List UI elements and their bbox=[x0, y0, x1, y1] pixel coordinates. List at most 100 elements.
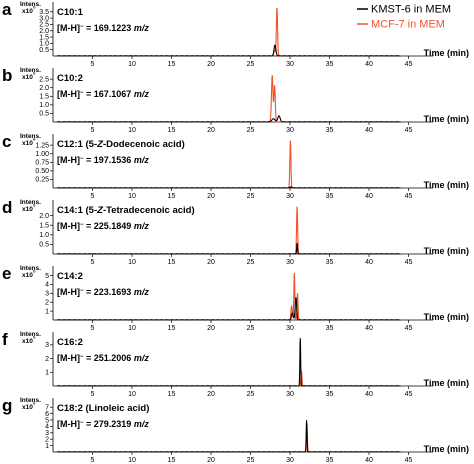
panel-letter: b bbox=[2, 66, 12, 85]
y-tick-label: 1.5 bbox=[39, 34, 49, 41]
x-tick-label: 45 bbox=[405, 193, 413, 200]
x-tick-label: 40 bbox=[365, 193, 373, 200]
y-tick-label: 0.25 bbox=[35, 177, 49, 184]
x-tick-label: 10 bbox=[128, 457, 136, 464]
x-axis-label: Time (min) bbox=[424, 378, 469, 388]
y-axis-label: Intens. bbox=[20, 1, 41, 8]
y-tick-label: 2.0 bbox=[39, 213, 49, 220]
y-tick-label: 3.0 bbox=[39, 15, 49, 22]
x-tick-label: 35 bbox=[326, 259, 334, 266]
y-tick-label: 1 bbox=[45, 308, 49, 315]
y-axis-scale: x10⁵ bbox=[22, 204, 36, 213]
x-tick-label: 25 bbox=[247, 457, 255, 464]
panel-letter: f bbox=[2, 330, 8, 349]
panel-letter: g bbox=[2, 396, 12, 415]
panel-letter: c bbox=[2, 132, 11, 151]
x-tick-label: 15 bbox=[168, 325, 176, 332]
y-tick-label: 3 bbox=[45, 291, 49, 298]
y-tick-label: 2 bbox=[45, 356, 49, 363]
x-tick-label: 45 bbox=[405, 391, 413, 398]
y-tick-label: 4 bbox=[45, 282, 49, 289]
x-tick-label: 40 bbox=[365, 457, 373, 464]
compound-name: C10:1 bbox=[57, 7, 84, 18]
x-tick-label: 5 bbox=[91, 457, 95, 464]
y-tick-label: 1.5 bbox=[39, 94, 49, 101]
series-line-kmst6 bbox=[56, 115, 401, 123]
y-axis-scale: x10⁵ bbox=[22, 402, 36, 411]
series-line-kmst6 bbox=[56, 420, 401, 453]
x-axis-label: Time (min) bbox=[424, 180, 469, 190]
x-tick-label: 40 bbox=[365, 325, 373, 332]
x-tick-label: 35 bbox=[326, 193, 334, 200]
panel-a: a Intens.x10⁵ 0.51.01.52.02.53.03.5 5 10 15 20… bbox=[2, 0, 469, 68]
mass-annotation: [M-H]− = 167.1067 m/z bbox=[57, 89, 149, 99]
x-tick-label: 35 bbox=[326, 457, 334, 464]
mass-annotation: [M-H]− = 279.2319 m/z bbox=[57, 419, 149, 429]
mass-annotation: [M-H]− = 169.1223 m/z bbox=[57, 23, 149, 33]
y-tick-label: 2 bbox=[45, 300, 49, 307]
compound-name: C14:1 (5-Z-Tetradecenoic acid) bbox=[57, 205, 195, 216]
y-tick-label: 7 bbox=[45, 405, 49, 412]
x-tick-label: 15 bbox=[168, 391, 176, 398]
series-line-kmst6 bbox=[56, 186, 401, 189]
x-tick-label: 25 bbox=[247, 259, 255, 266]
y-tick-label: 2.0 bbox=[39, 85, 49, 92]
x-tick-label: 40 bbox=[365, 127, 373, 134]
x-tick-label: 10 bbox=[128, 127, 136, 134]
x-tick-label: 5 bbox=[91, 325, 95, 332]
legend-label-mcf7: MCF-7 in MEM bbox=[371, 19, 445, 31]
x-tick-label: 40 bbox=[365, 259, 373, 266]
y-tick-label: 3 bbox=[45, 430, 49, 437]
y-tick-label: 2.5 bbox=[39, 22, 49, 29]
y-tick-label: 0.50 bbox=[35, 168, 49, 175]
series-line-kmst6 bbox=[56, 337, 401, 387]
panel-letter: a bbox=[2, 0, 12, 19]
x-tick-label: 30 bbox=[286, 259, 294, 266]
x-tick-label: 5 bbox=[91, 193, 95, 200]
y-tick-label: 1.0 bbox=[39, 102, 49, 109]
x-tick-label: 25 bbox=[247, 325, 255, 332]
x-tick-label: 20 bbox=[207, 127, 215, 134]
series-line-kmst6 bbox=[56, 297, 401, 321]
x-tick-label: 10 bbox=[128, 325, 136, 332]
panel-b: b Intens.x10⁵ 0.5 1.01.5 2.0 2.5 5 10 15 20 25 30 35… bbox=[2, 66, 469, 134]
x-tick-label: 35 bbox=[326, 127, 334, 134]
y-axis-scale: x10⁵ bbox=[22, 72, 36, 81]
x-tick-label: 15 bbox=[168, 193, 176, 200]
y-tick-label: 1.00 bbox=[35, 151, 49, 158]
x-tick-label: 30 bbox=[286, 391, 294, 398]
x-tick-label: 25 bbox=[247, 127, 255, 134]
mass-annotation: [M-H]− = 225.1849 m/z bbox=[57, 221, 149, 231]
panel-letter: d bbox=[2, 198, 12, 217]
mass-annotation: [M-H]− = 223.1693 m/z bbox=[57, 287, 149, 297]
y-tick-label: 5 bbox=[45, 273, 49, 280]
y-tick-label: 2 bbox=[45, 437, 49, 444]
x-tick-label: 30 bbox=[286, 457, 294, 464]
x-axis-label: Time (min) bbox=[424, 246, 469, 256]
x-axis-label: Time (min) bbox=[424, 444, 469, 454]
x-tick-label: 5 bbox=[91, 127, 95, 134]
y-axis-scale: x10⁶ bbox=[22, 138, 36, 147]
x-tick-label: 10 bbox=[128, 61, 136, 68]
x-tick-label: 45 bbox=[405, 457, 413, 464]
y-axis-label: Intens. bbox=[20, 397, 41, 404]
series-line-mcf7 bbox=[56, 370, 401, 387]
y-tick-label: 1 bbox=[45, 370, 49, 377]
x-tick-label: 35 bbox=[326, 61, 334, 68]
y-tick-label: 1 bbox=[45, 443, 49, 450]
y-tick-label: 0.5 bbox=[39, 242, 49, 249]
y-axis-label: Intens. bbox=[20, 199, 41, 206]
y-tick-label: 0.5 bbox=[39, 111, 49, 118]
y-tick-label: 3 bbox=[45, 342, 49, 349]
x-tick-label: 35 bbox=[326, 325, 334, 332]
y-tick-label: 1.0 bbox=[39, 41, 49, 48]
y-tick-label: 0.75 bbox=[35, 160, 49, 167]
x-tick-label: 40 bbox=[365, 391, 373, 398]
y-axis-scale: x10⁵ bbox=[22, 270, 36, 279]
series-line-kmst6 bbox=[56, 44, 401, 57]
y-axis-scale: x10⁵ bbox=[22, 6, 36, 15]
x-axis-label: Time (min) bbox=[424, 48, 469, 58]
x-tick-label: 5 bbox=[91, 61, 95, 68]
x-tick-label: 45 bbox=[405, 127, 413, 134]
